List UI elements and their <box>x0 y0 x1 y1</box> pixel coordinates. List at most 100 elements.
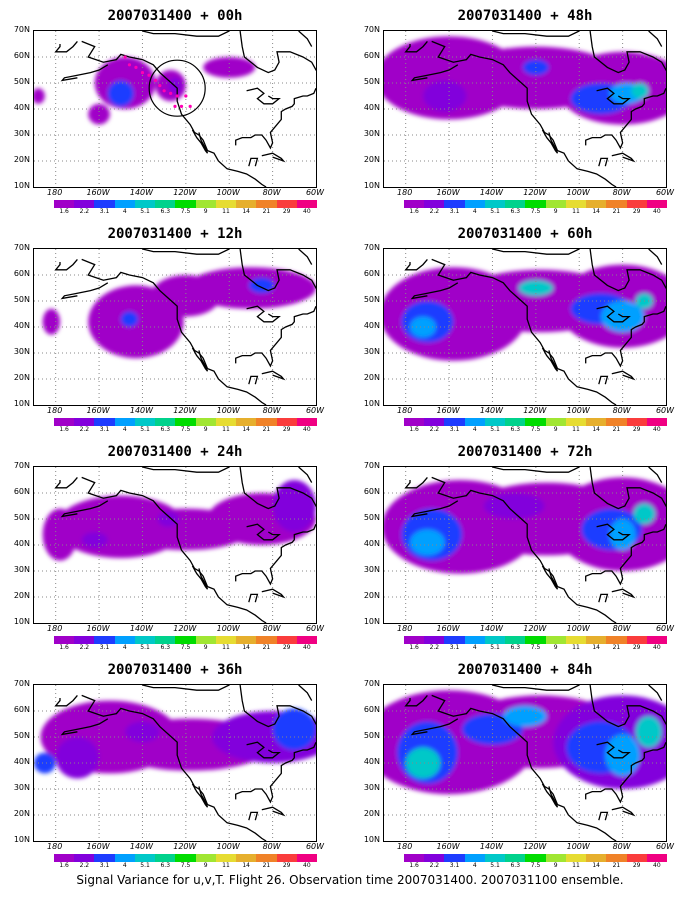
map-plot <box>33 684 317 842</box>
variance-contour <box>42 508 78 561</box>
colorbar-label: 7.5 <box>530 862 541 869</box>
lat-tick-label: 20N <box>363 373 380 382</box>
lon-tick-label: 120W <box>523 842 547 851</box>
colorbar-swatch <box>484 200 506 208</box>
lat-tick-label: 30N <box>13 129 30 138</box>
colorbar-swatch <box>74 636 95 644</box>
colorbar-label: 40 <box>653 644 661 651</box>
colorbar-swatch <box>256 636 277 644</box>
coastline <box>596 741 631 759</box>
colorbar-label: 11 <box>572 644 580 651</box>
colorbar <box>404 418 668 426</box>
colorbar-label: 5.1 <box>140 644 150 651</box>
lat-tick-label: 70N <box>13 461 30 470</box>
lon-tick-label: 80W <box>612 842 631 851</box>
colorbar-swatch <box>464 636 485 644</box>
colorbar-swatch <box>175 636 196 644</box>
coastline <box>431 476 617 623</box>
colorbar-label: 7.5 <box>530 426 541 433</box>
variance-contour <box>55 737 100 779</box>
colorbar-label: 29 <box>282 644 291 651</box>
coastline <box>611 370 636 381</box>
coastline <box>648 249 663 265</box>
colorbar-label: 21 <box>262 208 271 215</box>
colorbar-swatch <box>276 418 297 426</box>
lon-tick-label: 120W <box>173 406 197 415</box>
colorbar-swatch <box>215 636 237 644</box>
variance-contour <box>633 503 656 525</box>
colorbar-swatch <box>606 636 627 644</box>
colorbar-label: 1.6 <box>409 862 419 869</box>
variance-contour <box>631 83 649 99</box>
colorbar-swatch <box>626 200 647 208</box>
lat-tick-label: 70N <box>13 679 30 688</box>
colorbar-swatch <box>155 854 176 862</box>
map-plot <box>383 684 667 842</box>
colorbar-label: 5.1 <box>140 862 150 869</box>
colorbar-label: 7.5 <box>180 208 191 215</box>
lat-tick-label: 30N <box>363 783 380 792</box>
variance-contour <box>34 752 56 774</box>
colorbar-label: 40 <box>653 208 661 215</box>
colorbar-label: 4 <box>122 862 127 869</box>
coastline <box>598 811 609 821</box>
colorbar-label: 14 <box>242 208 251 215</box>
colorbar-swatch <box>545 854 566 862</box>
lon-tick-label: 160W <box>86 624 110 633</box>
coastline <box>404 40 428 53</box>
colorbar-swatch <box>74 418 95 426</box>
map-panel-60h: 2007031400 + 60h 70N 60N 50N 40N 30N 20N 10N 180… <box>350 218 700 434</box>
colorbar-swatch <box>565 636 587 644</box>
panel-title: 2007031400 + 36h <box>107 662 243 678</box>
coastline <box>298 31 313 47</box>
colorbar-swatch <box>296 418 318 426</box>
colorbar-swatch <box>94 854 115 862</box>
lon-tick-label: 80W <box>262 624 281 633</box>
colorbar-swatch <box>586 200 607 208</box>
lon-tick-label: 140W <box>479 188 504 197</box>
lat-tick-label: 50N <box>363 513 380 522</box>
colorbar-label: 4 <box>122 644 127 651</box>
variance-contour <box>272 480 316 532</box>
lon-tick-label: 100W <box>566 406 590 415</box>
coastline <box>261 370 286 381</box>
colorbar-swatch <box>155 200 176 208</box>
lon-tick-label: 180 <box>47 188 63 197</box>
lat-tick-label: 60N <box>363 51 380 60</box>
colorbar-label: 3.1 <box>99 426 110 433</box>
coastline <box>431 694 617 841</box>
lon-tick-label: 180 <box>397 188 413 197</box>
colorbar-label: 1.6 <box>59 644 69 651</box>
lon-tick-label: 180 <box>397 624 413 633</box>
colorbar-label: 6.3 <box>510 426 521 433</box>
colorbar-swatch <box>484 418 506 426</box>
coastline <box>54 694 78 707</box>
lon-tick-label: 140W <box>129 842 154 851</box>
colorbar-swatch <box>256 200 277 208</box>
coastline <box>60 718 109 736</box>
variance-contour <box>88 103 110 125</box>
colorbar-label: 4 <box>472 426 477 433</box>
coastline <box>541 783 559 808</box>
colorbar-swatch <box>114 200 135 208</box>
coastline <box>585 523 666 586</box>
variance-contour <box>423 80 467 112</box>
colorbar <box>404 636 668 644</box>
colorbar-label: 7.5 <box>530 644 541 651</box>
variance-contour <box>157 511 180 527</box>
coastline <box>492 685 580 691</box>
colorbar-swatch <box>646 636 668 644</box>
flight-track-dot <box>162 89 166 93</box>
colorbar-label: 3.1 <box>449 644 460 651</box>
colorbar-label: 9 <box>203 426 208 433</box>
colorbar-label: 5.1 <box>490 644 500 651</box>
colorbar-swatch <box>54 418 75 426</box>
flight-track-dot <box>169 91 173 95</box>
coastline <box>246 741 281 759</box>
colorbar-swatch <box>215 854 237 862</box>
colorbar-label: 11 <box>222 208 230 215</box>
lat-tick-label: 10N <box>363 835 380 844</box>
colorbar-swatch <box>606 200 627 208</box>
map-panel-12h: 2007031400 + 12h 70N 60N 50N 40N 30N 20N 10N 180… <box>0 218 350 434</box>
lon-tick-label: 180 <box>47 624 63 633</box>
